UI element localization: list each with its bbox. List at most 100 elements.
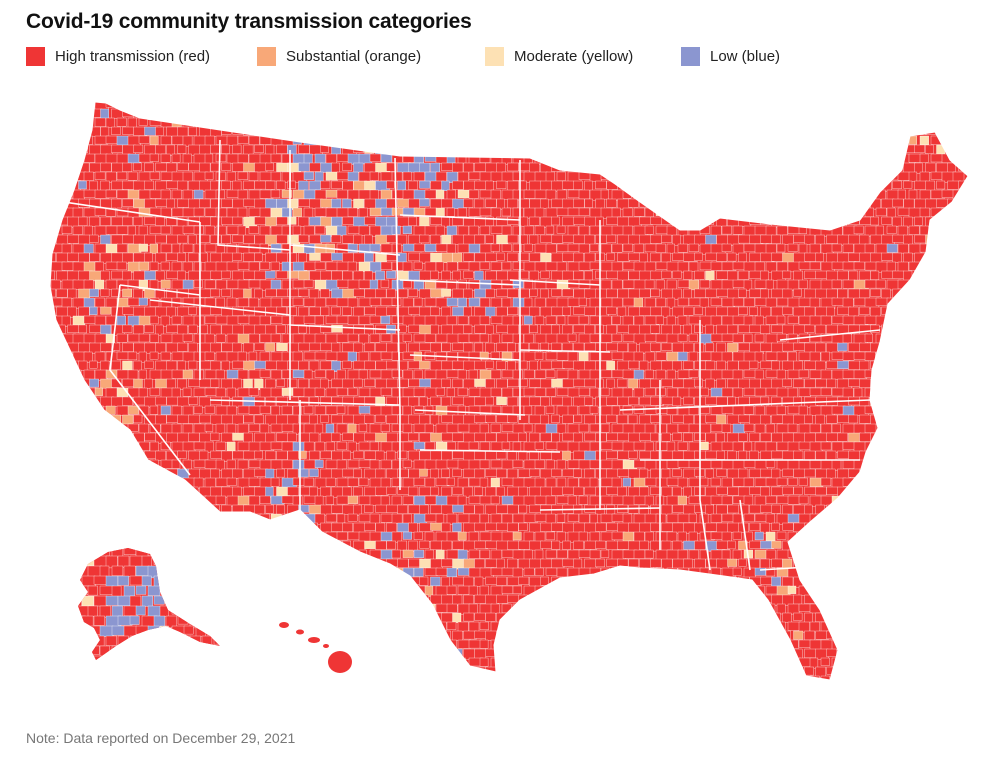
county — [859, 144, 870, 153]
county — [248, 225, 259, 234]
county — [639, 576, 648, 588]
county — [193, 567, 209, 577]
county — [732, 135, 742, 145]
county — [479, 135, 489, 146]
county — [529, 306, 540, 318]
county — [50, 369, 54, 381]
county — [529, 108, 543, 118]
county — [870, 324, 880, 333]
county — [204, 531, 220, 540]
county — [787, 603, 800, 615]
county — [314, 102, 327, 108]
county — [501, 603, 512, 614]
county — [650, 252, 661, 263]
county — [347, 513, 358, 522]
county — [122, 450, 133, 459]
county — [501, 117, 516, 129]
county — [457, 135, 469, 145]
county — [243, 576, 255, 586]
county — [193, 513, 208, 525]
county — [848, 108, 857, 117]
county — [259, 243, 269, 255]
county — [314, 261, 326, 270]
county — [963, 531, 968, 542]
county — [441, 108, 450, 118]
county — [155, 540, 167, 549]
county — [831, 279, 842, 289]
county — [78, 504, 93, 516]
county — [155, 378, 168, 389]
county — [600, 207, 614, 219]
county — [94, 351, 106, 363]
county — [732, 225, 743, 235]
county — [628, 612, 640, 624]
county — [842, 405, 856, 416]
county — [958, 396, 968, 408]
county — [226, 387, 236, 399]
county — [441, 378, 451, 388]
county — [441, 144, 450, 155]
county — [848, 414, 859, 424]
county — [171, 315, 182, 325]
county — [958, 252, 968, 263]
county — [540, 234, 553, 243]
county — [606, 126, 619, 138]
county — [287, 252, 297, 263]
county — [56, 324, 66, 334]
county — [237, 102, 250, 110]
county — [578, 117, 591, 128]
county — [881, 432, 890, 441]
county — [831, 369, 844, 380]
county — [919, 207, 930, 218]
county — [204, 135, 215, 146]
county — [771, 450, 784, 460]
county — [177, 360, 186, 372]
county — [182, 585, 195, 595]
county — [732, 531, 742, 540]
county — [941, 261, 955, 273]
county — [875, 387, 885, 399]
county — [270, 189, 281, 199]
county — [611, 603, 627, 612]
county — [397, 324, 407, 333]
county — [342, 414, 354, 424]
county — [259, 117, 275, 127]
county — [540, 576, 549, 586]
county — [870, 216, 879, 226]
county — [204, 621, 219, 632]
county — [430, 468, 439, 479]
county — [479, 297, 490, 308]
county — [875, 567, 887, 578]
county — [72, 207, 84, 219]
county — [89, 378, 99, 388]
county — [551, 306, 565, 316]
county — [193, 369, 204, 380]
county — [122, 396, 133, 406]
county — [182, 495, 196, 505]
county — [419, 180, 431, 189]
legend-swatch-low — [681, 46, 700, 66]
county — [710, 351, 723, 362]
county — [270, 603, 281, 613]
county — [677, 603, 689, 613]
county — [105, 279, 118, 290]
county — [672, 288, 682, 300]
county — [243, 432, 253, 444]
county — [628, 414, 638, 425]
county — [930, 387, 941, 399]
county — [705, 414, 718, 423]
county — [265, 288, 277, 297]
county — [782, 612, 792, 623]
county — [644, 279, 655, 289]
county — [314, 315, 324, 327]
county — [562, 612, 575, 621]
county — [600, 441, 613, 450]
county — [171, 207, 185, 217]
county — [237, 315, 251, 324]
county — [776, 153, 785, 165]
county — [892, 504, 903, 514]
county — [56, 594, 70, 606]
county — [738, 270, 749, 280]
county — [298, 270, 310, 281]
county — [721, 102, 735, 110]
